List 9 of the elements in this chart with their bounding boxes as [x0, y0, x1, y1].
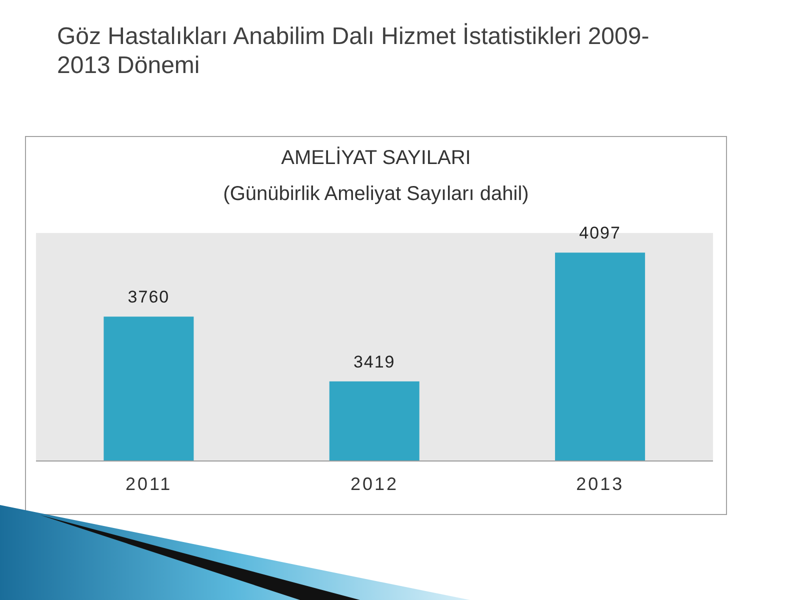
- data-label: 3419: [353, 352, 396, 372]
- x-tick-label: 2012: [350, 474, 399, 494]
- text: (Günübirlik Ameliyat Sayıları dahil): [222, 183, 530, 206]
- chart-subtitle: AMELİYAT SAYILARI: [280, 147, 472, 170]
- data-label: 3760: [128, 288, 170, 307]
- x-tick-label: 2013: [576, 474, 624, 494]
- chart-title: Göz Hastalıkları Anabilim Dalı Hizmet İstatistikleri 2009-2013 Dönemi: [57, 22, 650, 80]
- x-tick-label: 2011: [125, 474, 172, 494]
- data-label: 4097: [579, 224, 621, 243]
